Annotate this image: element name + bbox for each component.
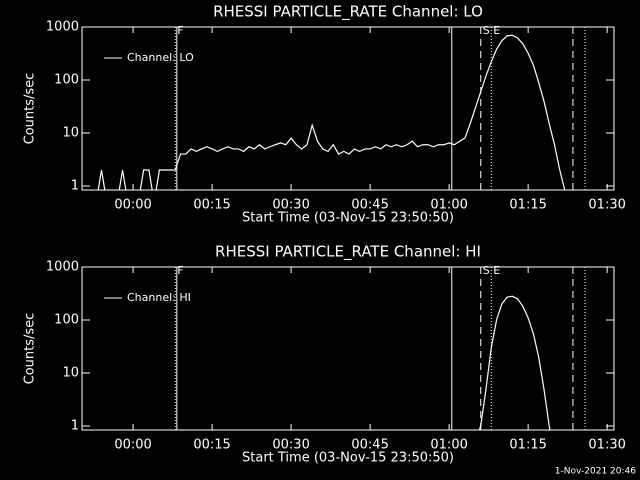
x-tick-label: 01:00 <box>430 198 467 213</box>
y-axis-label: Counts/sec <box>23 73 38 145</box>
plot-frame <box>81 26 615 191</box>
x-tick-label: 01:30 <box>588 438 625 453</box>
chart-title: RHESSI PARTICLE_RATE Channel: LO <box>213 3 483 22</box>
x-tick-label: 00:45 <box>351 198 388 213</box>
marker-label: E <box>493 264 500 277</box>
y-axis-label: Counts/sec <box>23 313 38 385</box>
x-tick-label: 01:00 <box>430 438 467 453</box>
x-axis-label: Start Time (03-Nov-15 23:50:50) <box>242 211 454 226</box>
data-line <box>97 34 566 190</box>
x-tick-label: 00:45 <box>351 438 388 453</box>
y-tick-label: 1 <box>71 178 79 193</box>
footer: 1-Nov-2021 20:46 <box>555 467 637 477</box>
plot-frame <box>81 266 615 431</box>
data-line <box>478 295 551 430</box>
y-tick-label: 10 <box>62 365 79 380</box>
x-tick-label: 01:15 <box>509 438 546 453</box>
x-tick-label: 01:30 <box>588 198 625 213</box>
y-tick-label: 10 <box>62 125 79 140</box>
y-tick-label: 1 <box>71 418 79 433</box>
x-tick-label: 01:15 <box>509 198 546 213</box>
x-tick-label: 00:00 <box>114 198 151 213</box>
marker-label: S <box>483 24 490 37</box>
y-tick-label: 1000 <box>46 20 79 35</box>
y-tick-label: 1000 <box>46 260 79 275</box>
x-tick-label: 00:00 <box>114 438 151 453</box>
marker-label: S <box>483 264 490 277</box>
x-tick-label: 00:15 <box>193 438 230 453</box>
legend-label: Channel: HI <box>127 291 191 304</box>
x-tick-label: 00:30 <box>272 198 309 213</box>
y-tick-label: 100 <box>54 312 79 327</box>
x-tick-label: 00:30 <box>272 438 309 453</box>
x-axis-label: Start Time (03-Nov-15 23:50:50) <box>242 451 454 466</box>
marker-label: F <box>177 264 183 277</box>
y-tick-label: 100 <box>54 72 79 87</box>
x-tick-label: 00:15 <box>193 198 230 213</box>
marker-label: F <box>177 24 183 37</box>
marker-label: E <box>493 24 500 37</box>
chart-title: RHESSI PARTICLE_RATE Channel: HI <box>215 243 481 262</box>
legend-label: Channel: LO <box>127 51 194 64</box>
